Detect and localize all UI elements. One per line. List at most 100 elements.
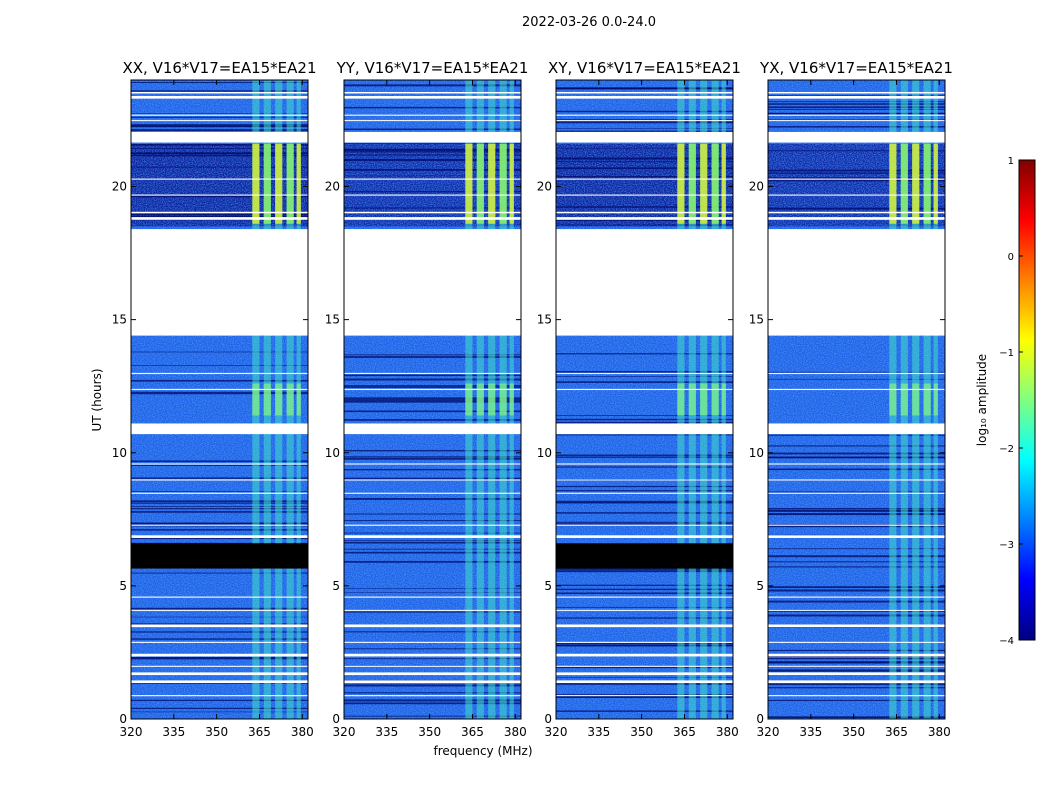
gap-line [768, 194, 945, 196]
rfi-medium [677, 383, 685, 416]
data-gap [344, 653, 521, 657]
time-stripe [556, 694, 733, 695]
time-stripe [556, 157, 733, 160]
rfi-strong [499, 143, 507, 224]
time-stripe [131, 538, 308, 540]
y-tick-label: 0 [544, 712, 552, 726]
gap-line [344, 372, 521, 375]
rfi-medium [711, 383, 719, 416]
time-stripe [768, 508, 945, 510]
gap-line [768, 119, 945, 122]
time-stripe [768, 180, 945, 182]
time-stripe [131, 113, 308, 114]
panel-title: YX, V16*V17=EA15*EA21 [759, 59, 953, 77]
time-stripe [768, 670, 945, 672]
time-stripe [768, 683, 945, 686]
flagged-block [131, 543, 308, 569]
time-stripe [344, 148, 521, 150]
gap-line [556, 641, 733, 643]
time-stripe [131, 500, 308, 502]
time-stripe [344, 551, 521, 554]
rfi-strong [711, 143, 719, 224]
time-stripe [344, 540, 521, 541]
time-stripe [344, 354, 521, 356]
y-axis-label: UT (hours) [90, 368, 104, 431]
y-tick-label: 10 [537, 446, 552, 460]
panel-frame [130, 79, 309, 720]
time-stripe [768, 109, 945, 110]
time-stripe [344, 592, 521, 593]
time-stripe [131, 657, 308, 660]
time-stripe [344, 397, 521, 400]
time-stripe [556, 88, 733, 90]
colorbar-tick-label: −2 [999, 444, 1014, 455]
x-tick-label: 365 [461, 725, 484, 739]
data-gap [131, 131, 308, 143]
time-stripe [768, 509, 945, 512]
time-stripe [556, 147, 733, 149]
gap-line [131, 119, 308, 122]
time-stripe [768, 126, 945, 128]
data-gap [768, 423, 945, 435]
data-gap [556, 131, 733, 143]
time-stripe [768, 662, 945, 664]
time-stripe [768, 378, 945, 380]
time-stripe [344, 699, 521, 702]
time-stripe [344, 702, 521, 705]
data-gap [556, 95, 733, 99]
time-stripe [556, 645, 733, 647]
gap-line [556, 492, 733, 494]
time-stripe [131, 152, 308, 154]
time-stripe [556, 523, 733, 525]
gap-line [768, 372, 945, 375]
time-stripe [344, 456, 521, 458]
time-stripe [131, 529, 308, 531]
gap-line [344, 463, 521, 465]
time-stripe [556, 371, 733, 373]
data-gap [131, 624, 308, 628]
time-stripe [768, 687, 945, 689]
time-stripe [556, 434, 733, 436]
panel-title: XX, V16*V17=EA15*EA21 [122, 59, 316, 77]
data-gap [768, 680, 945, 684]
time-stripe [556, 455, 733, 457]
data-gap [344, 131, 521, 143]
time-stripe [556, 353, 733, 355]
y-tick-label: 10 [325, 446, 340, 460]
time-stripe [556, 683, 733, 685]
rfi-strong [677, 143, 685, 224]
data-gap [556, 423, 733, 435]
time-stripe [344, 513, 521, 515]
rfi-medium [912, 383, 920, 416]
gap-line [556, 372, 733, 375]
rfi-medium [923, 383, 931, 416]
rfi-medium [465, 383, 473, 416]
time-stripe [556, 677, 733, 678]
time-stripe [768, 456, 945, 458]
data-gap [768, 653, 945, 657]
x-tick-label: 365 [885, 725, 908, 739]
rfi-medium [721, 383, 726, 416]
time-stripe [344, 386, 521, 388]
rfi-strong [889, 143, 897, 224]
data-gap [556, 91, 733, 94]
time-stripe [768, 445, 945, 447]
time-stripe [556, 206, 733, 208]
time-stripe [556, 219, 733, 221]
rfi-medium [275, 383, 283, 416]
gap-line [131, 596, 308, 598]
data-gap [131, 680, 308, 684]
time-stripe [768, 491, 945, 493]
time-stripe [131, 155, 308, 157]
y-tick-label: 5 [544, 579, 552, 593]
time-stripe [344, 159, 521, 162]
time-stripe [556, 642, 733, 645]
data-gap [344, 624, 521, 628]
panel-frame [767, 79, 946, 720]
time-stripe [131, 365, 308, 366]
panel-4: YX, V16*V17=EA15*EA21 320 335 350 365 380 0 5 10… [749, 59, 953, 739]
y-tick-label: 15 [325, 313, 340, 327]
y-tick-label: 15 [537, 313, 552, 327]
time-stripe [556, 376, 733, 377]
time-stripe [556, 130, 733, 133]
